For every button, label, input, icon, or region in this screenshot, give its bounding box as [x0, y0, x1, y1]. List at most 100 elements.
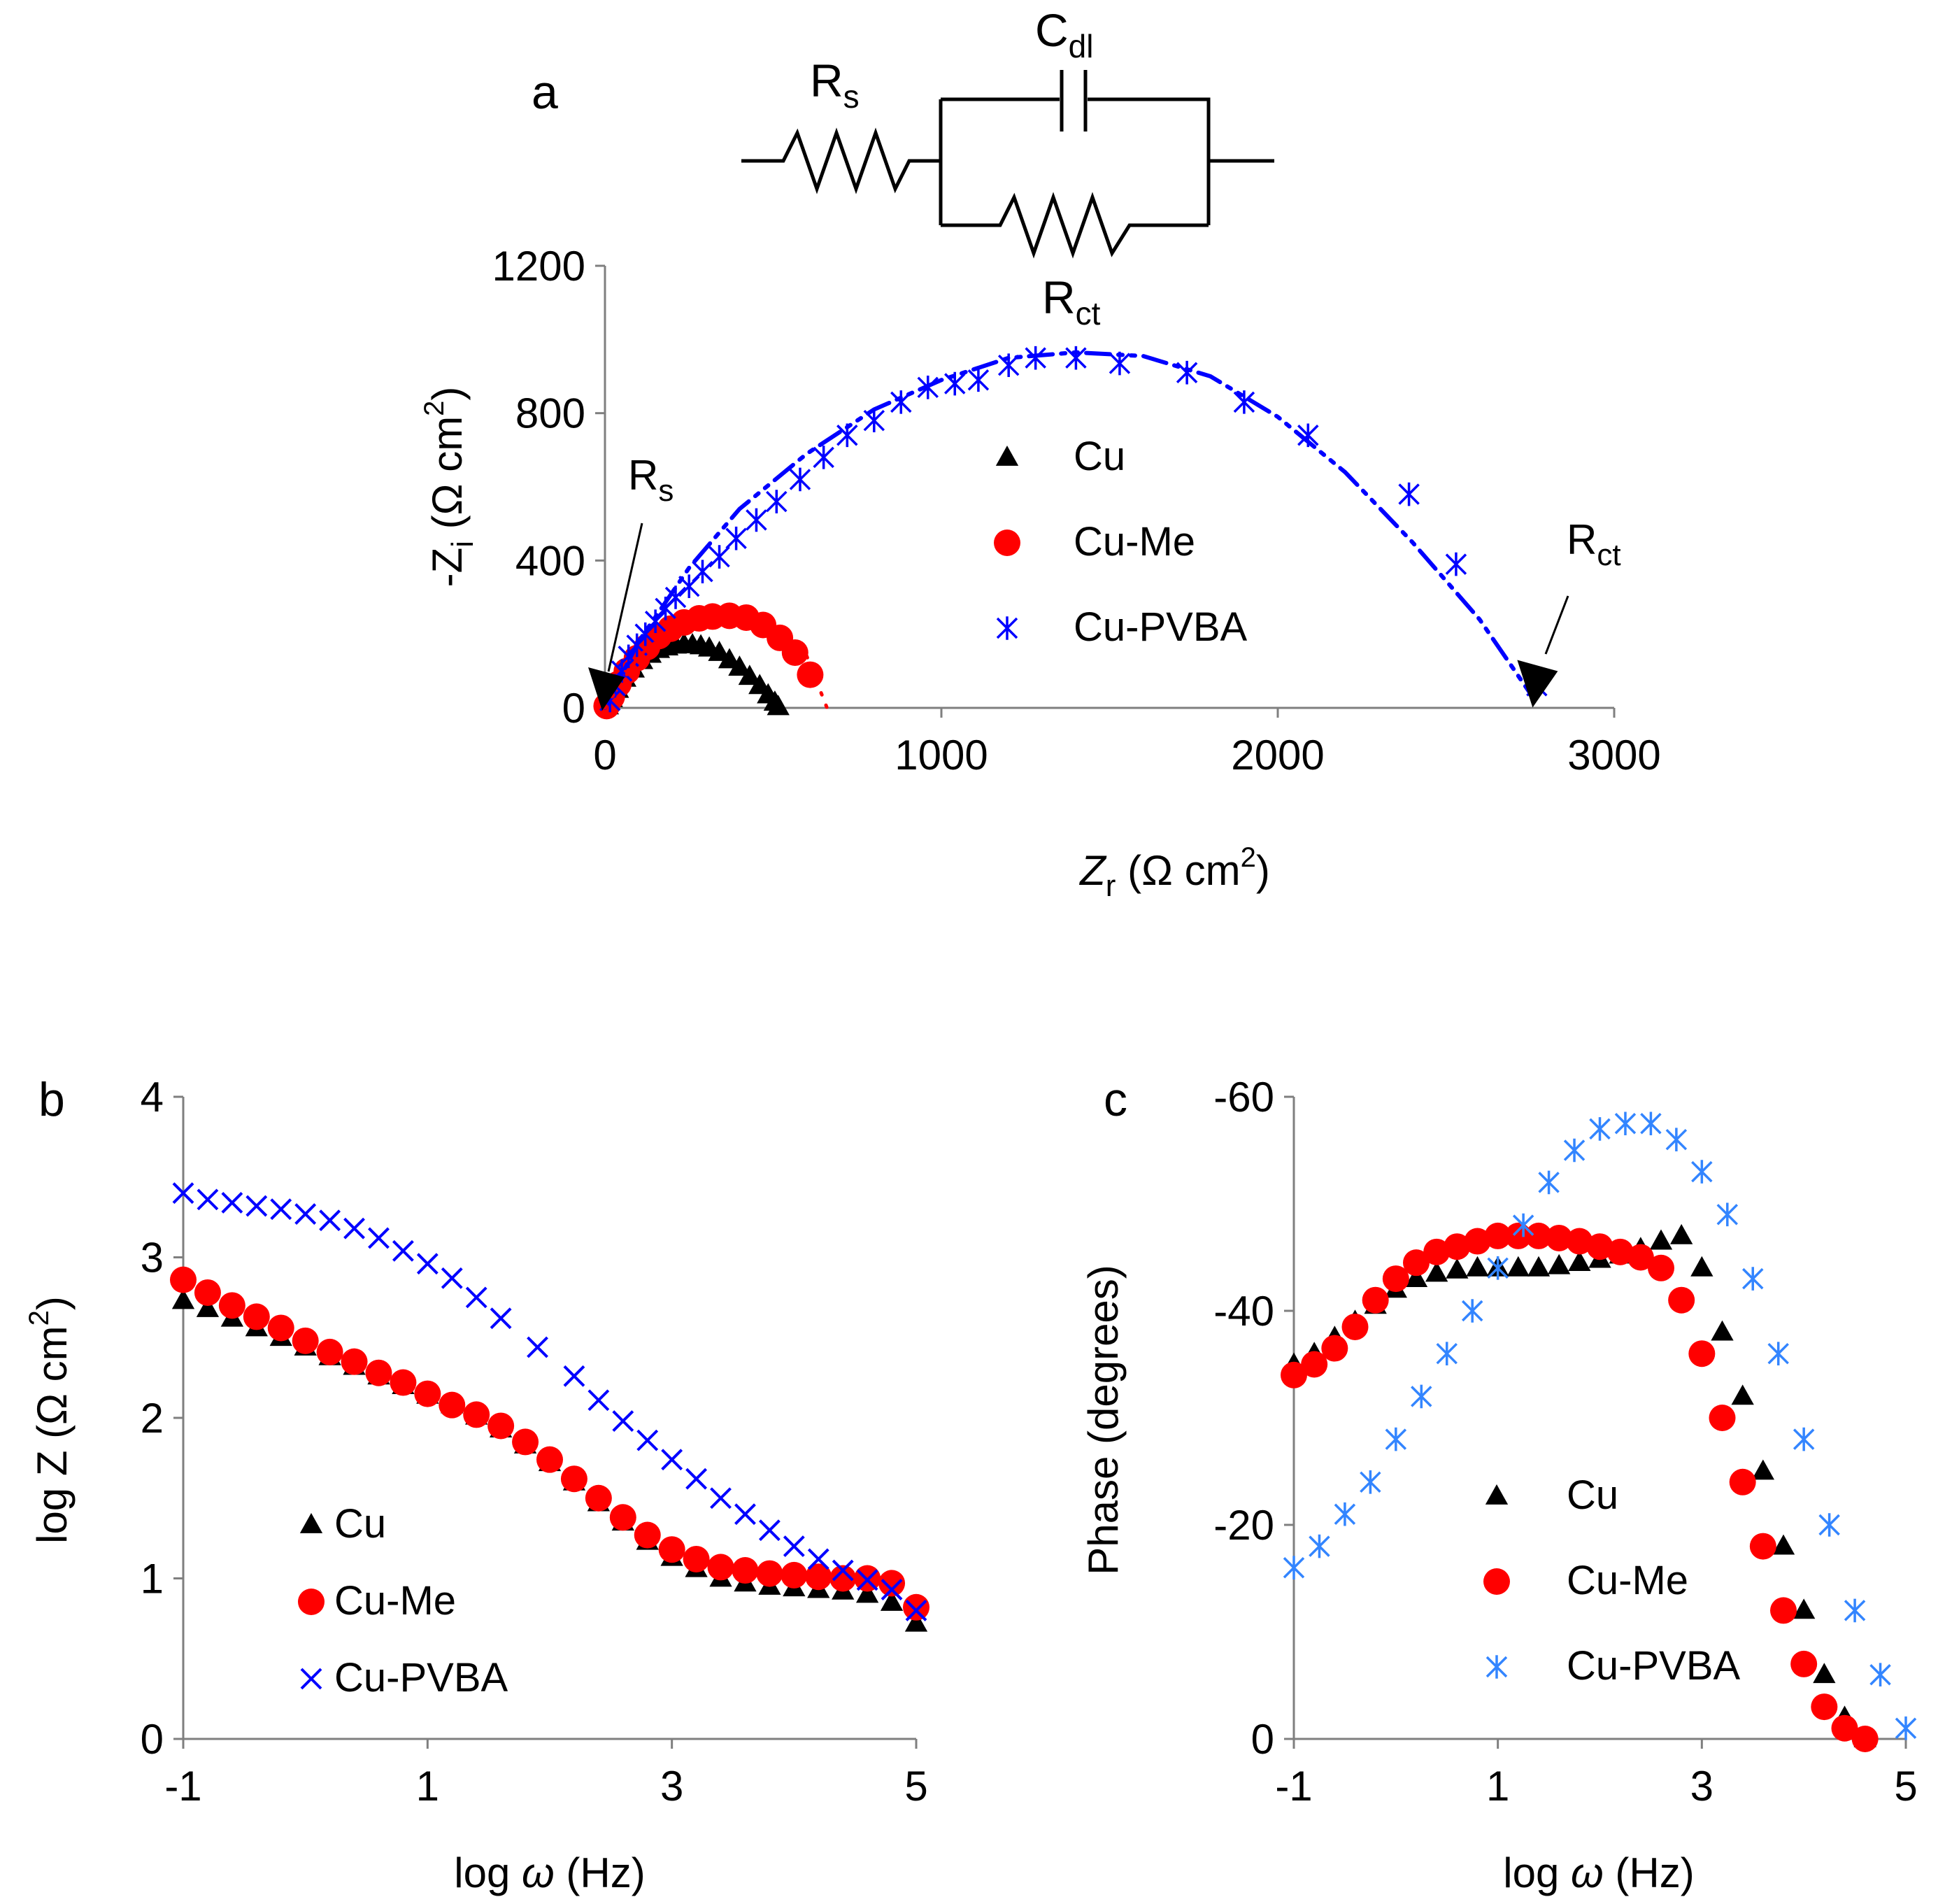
- data-point: [728, 655, 751, 676]
- data-point: [767, 695, 790, 716]
- x-axis-title-part: (Hz): [1604, 1849, 1695, 1896]
- data-point: [1436, 1342, 1458, 1365]
- y-axis-title: log Z (Ω cm2): [24, 1296, 76, 1544]
- data-point: [1065, 346, 1087, 370]
- data-point: [905, 1599, 927, 1621]
- legend-item-cu-pvba: Cu-PVBA: [300, 1655, 508, 1700]
- y-tick-label: -40: [1213, 1288, 1274, 1335]
- series-cu-pvba: [172, 1182, 927, 1621]
- data-point: [1403, 1249, 1430, 1277]
- panel-a-nyquist: 0 1000 2000 3000 0 400 800 1200 a Cu Cu-Me Cu-PVBA Z…: [419, 66, 1661, 903]
- data-point: [658, 1536, 685, 1563]
- data-point: [1563, 1138, 1586, 1163]
- data-point: [560, 1465, 587, 1493]
- data-point: [585, 1484, 612, 1512]
- data-point: [1334, 1502, 1356, 1526]
- data-point: [172, 1182, 194, 1205]
- data-point: [1487, 1256, 1509, 1280]
- data-point: [1742, 1267, 1764, 1291]
- data-point: [881, 1579, 903, 1600]
- data-point: [1709, 1405, 1736, 1431]
- rs-annotation-part: s: [658, 474, 674, 508]
- data-point: [1589, 1117, 1611, 1141]
- data-point: [738, 665, 761, 685]
- panel-c-bode-phase: -1 1 3 5 0 -20 -40 -60 c Cu Cu-Me Cu-PVBA log ω (Hz)…: [1080, 1073, 1918, 1896]
- data-point: [218, 1292, 245, 1319]
- rct-annotation-part: ct: [1597, 538, 1620, 572]
- data-point: [1385, 1427, 1407, 1451]
- data-point: [1445, 552, 1467, 576]
- y-axis-title-part: -Z: [424, 548, 471, 588]
- data-point: [1568, 1251, 1591, 1272]
- panel-label: a: [532, 66, 558, 119]
- x-axis-title-part: ω: [1571, 1849, 1604, 1896]
- cdl-circuit-label: Cdl: [1035, 4, 1093, 64]
- x-tick-label: -1: [164, 1763, 201, 1810]
- x-axis-title-part: r: [1106, 869, 1116, 903]
- rs-annotation-part: R: [628, 452, 658, 499]
- legend-label: Cu-PVBA: [334, 1655, 508, 1700]
- data-point: [319, 1209, 341, 1232]
- legend-item-cu-me: Cu-Me: [994, 519, 1195, 564]
- data-point: [829, 1565, 857, 1592]
- legend-marker: [300, 1668, 322, 1690]
- data-point: [636, 1429, 659, 1451]
- data-point: [856, 1569, 878, 1591]
- data-point: [221, 1192, 243, 1214]
- circuit-wire: [941, 192, 1209, 259]
- y-tick-label: 400: [515, 537, 585, 584]
- y-tick-label: 0: [141, 1716, 164, 1763]
- y-axis-title-part: (Ω cm: [424, 416, 471, 541]
- data-point: [855, 1582, 879, 1603]
- data-point: [1895, 1716, 1917, 1740]
- x-axis-title-part: ω: [522, 1849, 555, 1896]
- series-cu-me: [1281, 1222, 1879, 1752]
- y-tick-label: 3: [141, 1235, 164, 1281]
- data-point: [1309, 1534, 1330, 1558]
- data-point: [1411, 1384, 1432, 1409]
- data-point: [365, 1359, 392, 1386]
- y-tick-label: 1200: [492, 243, 585, 290]
- data-point: [1772, 1534, 1795, 1555]
- legend-item-cu-me: Cu-Me: [298, 1578, 456, 1624]
- legend-item-cu: Cu: [1485, 1472, 1618, 1518]
- data-point: [563, 1365, 585, 1387]
- data-point: [439, 1391, 466, 1419]
- y-axis-title: Phase (degrees): [1080, 1265, 1127, 1575]
- data-point: [1770, 1597, 1797, 1624]
- data-point: [807, 1548, 829, 1570]
- data-point: [1548, 1253, 1571, 1274]
- data-point: [463, 1401, 490, 1428]
- panel-label: b: [38, 1073, 65, 1126]
- data-point: [1767, 1342, 1789, 1365]
- data-point: [880, 1590, 904, 1611]
- series-cu-me: [170, 1266, 929, 1621]
- legend-label: Cu-Me: [334, 1578, 456, 1624]
- data-point: [725, 526, 747, 550]
- data-point: [1461, 1299, 1483, 1323]
- rs-sub: s: [843, 78, 860, 115]
- rct-annotation-part: R: [1567, 516, 1597, 563]
- data-point: [1527, 1256, 1551, 1277]
- x-tick-label: 1: [416, 1763, 439, 1810]
- data-point: [341, 1348, 368, 1375]
- data-point: [1506, 1256, 1530, 1277]
- x-axis-title-part: log: [1503, 1849, 1571, 1896]
- legend-marker: [299, 1513, 323, 1533]
- data-point: [414, 1380, 441, 1407]
- data-point: [294, 1203, 317, 1225]
- rs-annotation: Rs: [628, 452, 674, 508]
- rs-arrow-head: [588, 667, 625, 711]
- data-point: [1360, 1470, 1381, 1494]
- data-point: [1382, 1265, 1409, 1293]
- legend-item-cu: Cu: [299, 1501, 386, 1547]
- x-axis-title-part: log: [454, 1849, 522, 1896]
- data-point: [1398, 482, 1420, 506]
- rct-annotation: Rct: [1567, 516, 1621, 572]
- circuit-wire: [741, 127, 941, 194]
- data-point: [1731, 1384, 1754, 1405]
- data-point: [1321, 1335, 1348, 1362]
- data-point: [1818, 1513, 1840, 1537]
- x-tick-label: -1: [1275, 1763, 1312, 1810]
